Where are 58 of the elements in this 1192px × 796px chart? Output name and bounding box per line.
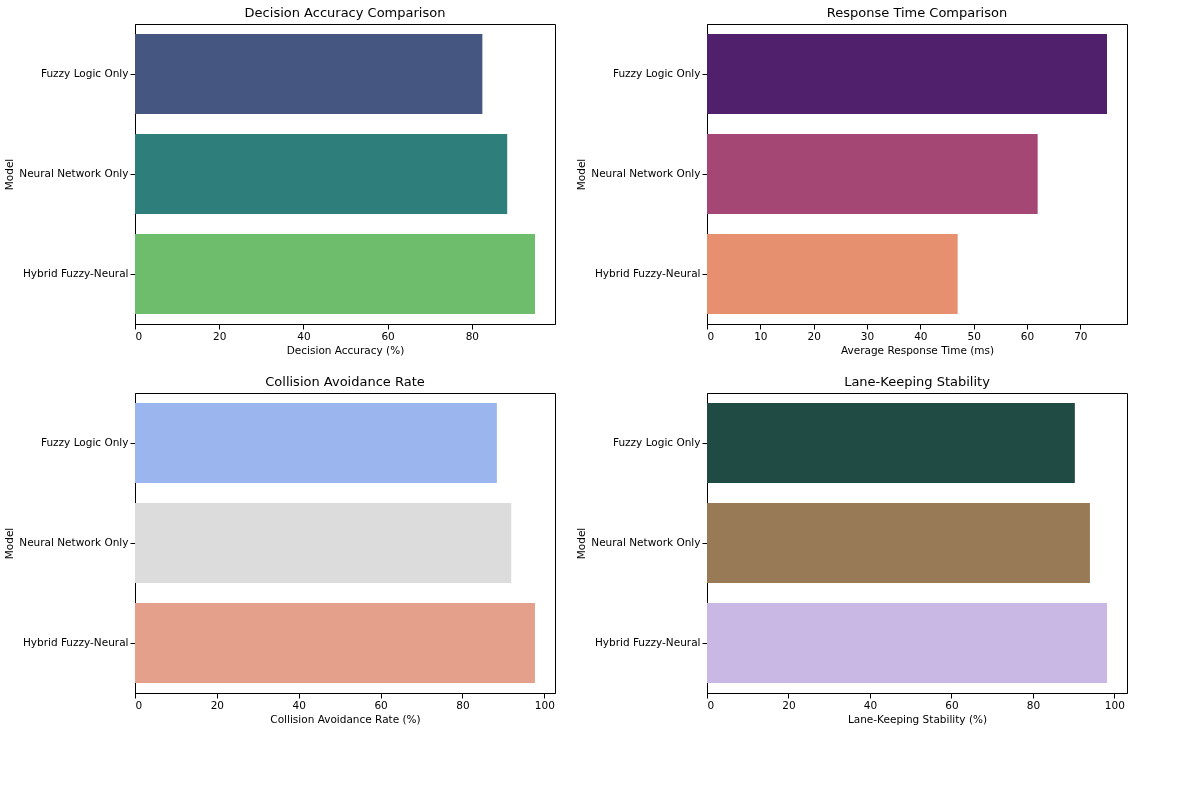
y-tick-label: Hybrid Fuzzy-Neural — [594, 636, 701, 648]
y-tick-label: Neural Network Only — [19, 167, 129, 179]
y-axis-title: Model — [3, 527, 16, 560]
x-tick-label: 20 — [210, 698, 225, 711]
chart-title: Collision Avoidance Rate — [265, 374, 425, 389]
x-tick-label: 80 — [456, 698, 470, 711]
bar — [707, 134, 1038, 214]
bar — [135, 503, 512, 583]
chart-title: Lane-Keeping Stability — [844, 374, 991, 389]
y-tick-label: Neural Network Only — [591, 167, 701, 179]
y-tick-label: Neural Network Only — [591, 536, 701, 548]
x-axis-title: Lane-Keeping Stability (%) — [847, 713, 988, 725]
x-tick-label: 20 — [213, 329, 227, 342]
y-tick-label: Hybrid Fuzzy-Neural — [22, 636, 129, 648]
x-tick-label: 60 — [1020, 329, 1035, 342]
y-tick-label: Neural Network Only — [19, 536, 129, 548]
bar — [135, 234, 535, 314]
x-tick-label: 40 — [292, 698, 306, 711]
y-axis-title: Model — [575, 527, 588, 560]
bar — [135, 603, 535, 683]
y-tick-label: Fuzzy Logic Only — [612, 436, 701, 448]
y-tick-label: Hybrid Fuzzy-Neural — [22, 267, 129, 279]
x-axis-title: Decision Accuracy (%) — [286, 344, 405, 356]
x-tick-label: 10 — [754, 329, 768, 342]
x-axis-title: Average Response Time (ms) — [840, 344, 995, 356]
x-tick-label: 60 — [374, 698, 388, 711]
y-tick-label: Fuzzy Logic Only — [40, 436, 129, 448]
x-tick-label: 100 — [1104, 698, 1125, 711]
x-tick-label: 60 — [381, 329, 395, 342]
x-tick-label: 40 — [914, 329, 928, 342]
x-tick-label: 80 — [465, 329, 480, 342]
x-tick-label: 30 — [860, 329, 875, 342]
y-tick-label: Hybrid Fuzzy-Neural — [594, 267, 701, 279]
x-tick-label: 50 — [967, 329, 981, 342]
x-tick-label: 40 — [863, 698, 878, 711]
x-tick-label: 0 — [135, 329, 143, 342]
bar — [707, 234, 958, 314]
x-tick-label: 0 — [707, 329, 715, 342]
y-tick-label: Fuzzy Logic Only — [612, 67, 701, 79]
x-tick-label: 60 — [945, 698, 959, 711]
chart-title: Decision Accuracy Comparison — [244, 5, 446, 20]
x-tick-label: 20 — [782, 698, 796, 711]
x-tick-label: 0 — [707, 698, 715, 711]
y-tick-label: Fuzzy Logic Only — [40, 67, 129, 79]
x-tick-label: 100 — [534, 698, 555, 711]
bar — [707, 34, 1107, 114]
chart-title: Response Time Comparison — [826, 5, 1008, 20]
bar — [135, 34, 483, 114]
x-tick-label: 70 — [1074, 329, 1088, 342]
y-axis-title: Model — [3, 158, 16, 191]
x-tick-label: 20 — [807, 329, 821, 342]
x-tick-label: 80 — [1026, 698, 1041, 711]
y-axis-title: Model — [575, 158, 588, 191]
bar — [135, 134, 508, 214]
x-tick-label: 40 — [297, 329, 311, 342]
x-tick-label: 0 — [135, 698, 143, 711]
bar — [135, 403, 497, 483]
x-axis-title: Collision Avoidance Rate (%) — [270, 713, 421, 725]
